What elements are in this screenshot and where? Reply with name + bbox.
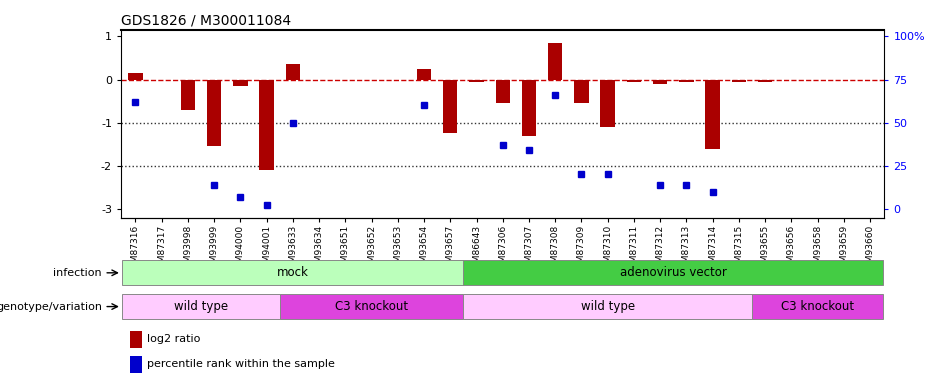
Bar	[469, 80, 484, 82]
Bar	[260, 80, 274, 170]
Text: GDS1826 / M300011084: GDS1826 / M300011084	[121, 13, 291, 27]
Bar	[464, 294, 752, 319]
Bar	[627, 80, 641, 82]
Bar	[128, 73, 142, 80]
Text: genotype/variation: genotype/variation	[0, 302, 102, 312]
Bar	[130, 331, 142, 348]
Bar	[495, 80, 510, 103]
Text: C3 knockout: C3 knockout	[335, 300, 408, 313]
Bar	[758, 80, 773, 82]
Bar	[574, 80, 588, 103]
Bar	[122, 294, 279, 319]
Text: percentile rank within the sample: percentile rank within the sample	[147, 359, 335, 369]
Bar	[464, 260, 884, 285]
Text: wild type: wild type	[174, 300, 228, 313]
Bar	[233, 80, 248, 86]
Bar	[653, 80, 668, 84]
Text: mock: mock	[277, 266, 309, 279]
Bar	[122, 260, 464, 285]
Bar	[130, 356, 142, 373]
Bar	[279, 294, 464, 319]
Text: C3 knockout: C3 knockout	[781, 300, 854, 313]
Bar	[521, 80, 536, 136]
Bar	[443, 80, 457, 134]
Bar	[706, 80, 720, 148]
Bar	[732, 80, 746, 82]
Bar	[600, 80, 614, 127]
Bar	[207, 80, 222, 146]
Bar	[680, 80, 694, 82]
Bar	[752, 294, 884, 319]
Text: log2 ratio: log2 ratio	[147, 334, 200, 344]
Bar	[548, 43, 562, 80]
Text: infection: infection	[53, 268, 102, 278]
Bar	[181, 80, 196, 110]
Text: wild type: wild type	[581, 300, 635, 313]
Bar	[286, 64, 300, 80]
Text: adenovirus vector: adenovirus vector	[620, 266, 727, 279]
Bar	[417, 69, 431, 80]
